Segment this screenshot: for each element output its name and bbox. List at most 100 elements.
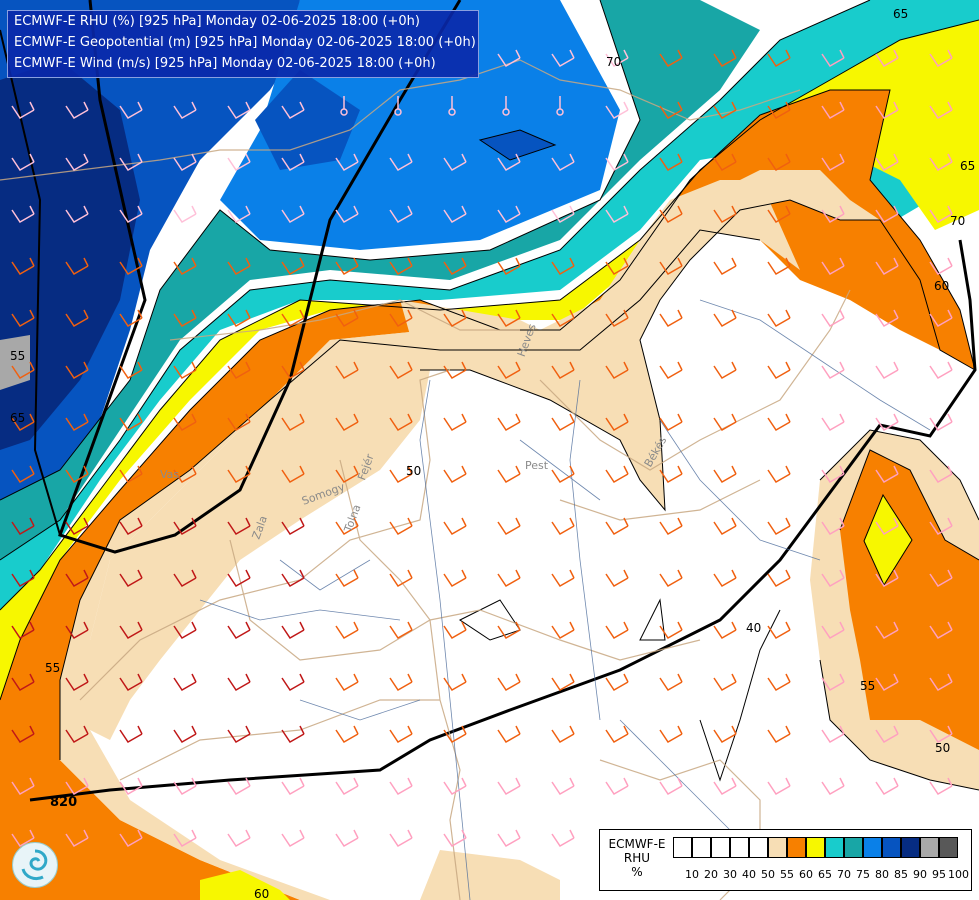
wind-barb [227,673,251,691]
wind-barb [443,725,467,743]
wind-barb [767,673,791,691]
wind-barb [659,101,683,119]
wind-barb [659,465,683,483]
wind-barb [713,413,737,431]
region-label: Vas [160,468,179,481]
wind-barb [227,309,251,327]
wind-barb [173,829,197,847]
wind-barb [659,257,683,275]
contour-label: 55 [10,349,25,363]
wind-barb [227,829,251,847]
wind-barb [11,673,35,691]
title-line-rhu: ECMWF-E RHU (%) [925 hPa] Monday 02-06-2… [14,14,420,29]
wind-barb [443,829,467,847]
wind-barb [767,257,791,275]
wind-barb [875,361,899,379]
legend-tick-label: 95 [932,868,946,881]
wind-barb [605,465,629,483]
wind-barb [497,413,521,431]
wind-barb [551,153,575,171]
wind-barb [389,309,413,327]
wind-barb [173,725,197,743]
wind-barb [227,517,251,535]
wind-barb [443,621,467,639]
wind-barb [821,257,845,275]
wind-barb [389,673,413,691]
wind-barb [443,517,467,535]
wind-barb [605,101,629,119]
wind-barb [551,829,575,847]
wind-barb [659,621,683,639]
legend-swatch [711,837,730,858]
wind-barb [713,257,737,275]
wind-barb [551,465,575,483]
wind-barb [875,101,899,119]
wind-barb [11,309,35,327]
wind-barb [119,153,143,171]
legend-swatch [901,837,920,858]
wind-barb [875,205,899,223]
wind-barb [389,725,413,743]
wind-barb [11,153,35,171]
wind-barb [11,361,35,379]
wind-barb [605,257,629,275]
legend-swatch [692,837,711,858]
wind-barb [713,101,737,119]
wind-barb [173,517,197,535]
wind-barb [173,569,197,587]
wind-barb [281,413,305,431]
wind-barb [767,101,791,119]
wind-barb [551,49,575,67]
wind-barb [497,621,521,639]
wind-barb [335,673,359,691]
wind-barb [821,673,845,691]
wind-barb [335,829,359,847]
wind-barb [551,621,575,639]
wind-barb [659,517,683,535]
wind-barb [821,101,845,119]
wind-barb [173,153,197,171]
wind-barb [119,101,143,119]
wind-barb [65,725,89,743]
wind-barb [335,777,359,795]
wind-barb [335,725,359,743]
legend-tick-label: 60 [799,868,813,881]
wind-barb [875,413,899,431]
legend-tick-label: 65 [818,868,832,881]
wind-barb [713,777,737,795]
rivers [199,299,931,900]
wind-barb [875,725,899,743]
legend-swatch [673,837,692,858]
wind-barb [605,309,629,327]
wind-barb [119,205,143,223]
wind-barb [173,673,197,691]
wind-barb [11,465,35,483]
wind-barb [821,153,845,171]
rhu-band-90 [0,60,140,450]
wind-barb [767,153,791,171]
wind-barb [875,49,899,67]
wind-barb [929,569,953,587]
wind-barb [443,777,467,795]
wind-barb [443,569,467,587]
region-borders [0,59,851,900]
wind-barb [443,673,467,691]
rhu-band-65-southwest [200,870,290,900]
wind-barb [389,829,413,847]
wind-barb [173,361,197,379]
legend-swatch [882,837,901,858]
wind-barb [389,465,413,483]
wind-barb [281,153,305,171]
wind-barb [929,517,953,535]
wind-barb [605,205,629,223]
wind-barb [119,465,143,483]
wind-barb [443,413,467,431]
wind-barb [821,621,845,639]
wind-barb [551,361,575,379]
wind-barb [929,153,953,171]
wind-barb [281,465,305,483]
wind-barb [227,413,251,431]
wind-barb [119,829,143,847]
wind-barb [335,309,359,327]
